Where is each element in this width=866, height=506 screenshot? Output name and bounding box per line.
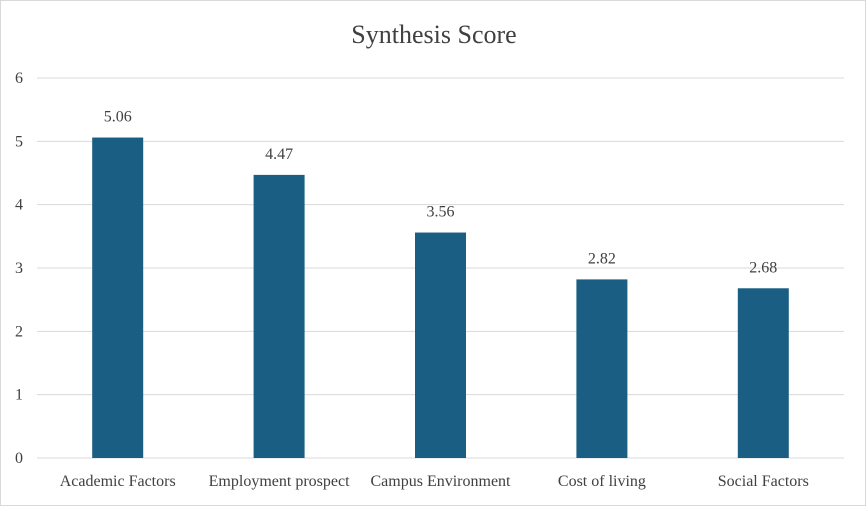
data-label: 3.56: [427, 204, 455, 221]
bar: [92, 137, 144, 459]
y-tick-label: 1: [15, 387, 23, 404]
y-tick-label: 3: [15, 260, 23, 277]
data-label: 5.06: [104, 109, 132, 126]
bar: [576, 279, 628, 458]
x-category-label: Social Factors: [718, 473, 809, 490]
y-tick-label: 6: [15, 70, 23, 87]
bar: [415, 232, 466, 458]
y-axis-ticks: 0 1 2 3 4 5 6: [15, 70, 23, 467]
y-tick-label: 0: [15, 450, 23, 467]
y-tick-label: 5: [15, 133, 23, 150]
y-tick-label: 4: [15, 197, 23, 214]
data-labels: 5.06 4.47 3.56 2.82 2.68: [104, 109, 778, 277]
bar: [737, 288, 789, 458]
data-label: 2.82: [588, 250, 616, 267]
data-label: 2.68: [749, 259, 777, 276]
chart-title: Synthesis Score: [351, 20, 516, 49]
x-category-label: Cost of living: [558, 473, 646, 490]
y-tick-label: 2: [15, 323, 23, 340]
x-category-label: Academic Factors: [60, 473, 176, 490]
x-category-label: Employment prospect: [209, 473, 350, 490]
x-category-label: Campus Environment: [371, 473, 512, 490]
data-label: 4.47: [265, 146, 293, 163]
bar: [253, 174, 305, 458]
bars: [92, 137, 789, 459]
x-axis-categories: Academic Factors Employment prospect Campu…: [60, 473, 809, 490]
